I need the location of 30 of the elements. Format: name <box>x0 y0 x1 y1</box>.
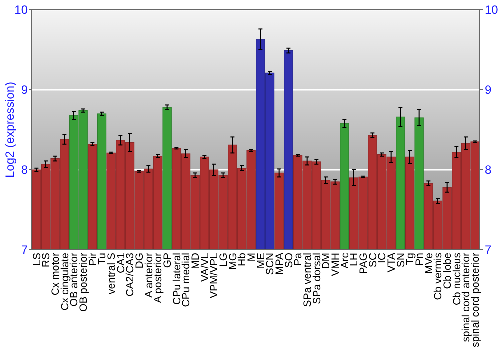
y-tick-label: 7 <box>21 243 28 258</box>
x-tick-label: LG <box>218 253 230 268</box>
x-tick-label: spinal cord posterior <box>470 252 482 348</box>
x-tick-label: DM <box>320 253 333 270</box>
x-tick-label: SCN <box>264 253 277 276</box>
x-tick-label: Tu <box>96 252 109 265</box>
x-tick-label: CPu medial <box>180 253 193 308</box>
x-tick-label: Hb <box>236 252 249 266</box>
x-tick-label: OB anterior <box>68 252 81 307</box>
y-tick-label: 10 <box>14 3 28 18</box>
x-tick-label: CA2/CA3 <box>124 252 137 297</box>
x-tick-label: LH <box>348 253 361 266</box>
x-tick-label: Cx cingulate <box>59 252 72 311</box>
x-tick-label: A posterior <box>152 252 165 304</box>
x-tick-label: VPM/VPL <box>208 252 221 299</box>
y2-tick-label: 10 <box>485 3 499 18</box>
x-tick-label: SPa dorsal <box>311 253 324 304</box>
y-tick-label: 9 <box>21 83 28 98</box>
x-tick-label: RS <box>40 253 53 268</box>
y-axis-title: Log2 (expression) <box>3 82 18 178</box>
y2-tick-label: 8 <box>485 163 492 178</box>
x-tick-label: Tg <box>404 252 417 266</box>
y-tick-label: 8 <box>21 163 28 178</box>
x-tick-label: LS <box>31 253 44 266</box>
y2-tick-label: 7 <box>485 243 492 258</box>
y2-tick-label: 9 <box>485 83 492 98</box>
x-tick-label: spinal cord anterior <box>460 252 473 342</box>
x-tick-label: GP <box>162 253 174 268</box>
x-tick-label: IC <box>376 252 389 264</box>
x-tick-label: Pa <box>292 252 305 266</box>
